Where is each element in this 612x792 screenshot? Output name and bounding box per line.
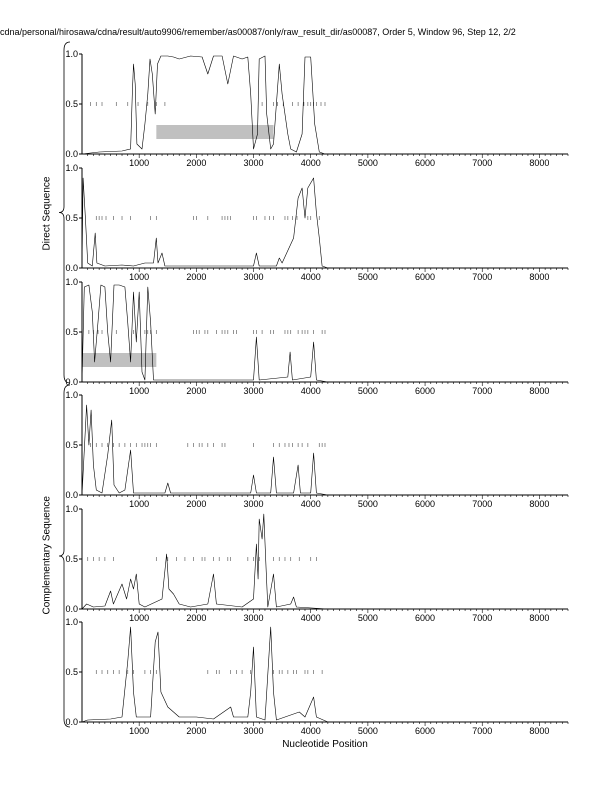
panel-5-y-tick-label: 0.5 xyxy=(65,554,78,564)
panel-5-x-tick-label: 2000 xyxy=(186,613,206,623)
panel-5-x-tick-label: 7000 xyxy=(472,613,492,623)
panel-2-x-tick-label: 1000 xyxy=(129,272,149,282)
panel-4-x-tick-label: 8000 xyxy=(529,499,549,509)
panel-3-x-tick-label: 2000 xyxy=(186,386,206,396)
panel-5-series-line xyxy=(81,513,328,610)
panel-3-x-tick-label: 8000 xyxy=(529,386,549,396)
panel-2-x-tick-label: 3000 xyxy=(244,272,264,282)
panel-3-x-tick-label: 3000 xyxy=(244,386,264,396)
panel-2-series-line xyxy=(81,177,328,269)
panel-6-x-tick-label: 1000 xyxy=(129,726,149,736)
panel-1-x-tick-label: 7000 xyxy=(472,158,492,168)
panel-1-x-tick-label: 6000 xyxy=(415,158,435,168)
panel-6-x-tick-label: 8000 xyxy=(529,726,549,736)
panel-6-x-tick-label: 2000 xyxy=(186,726,206,736)
panel-3-x-tick-label: 5000 xyxy=(358,386,378,396)
panel-6-series-line xyxy=(81,626,329,723)
panel-4-y-tick-label: 0.0 xyxy=(65,490,78,500)
panel-3-series-line xyxy=(81,284,328,383)
panel-4-y-tick-label: 1.0 xyxy=(65,390,78,400)
panel-2-x-tick-label: 4000 xyxy=(301,272,321,282)
panel-4-x-tick-label: 7000 xyxy=(472,499,492,509)
panel-2-x-tick-label: 5000 xyxy=(358,272,378,282)
panel-5-y-tick-label: 1.0 xyxy=(65,504,78,514)
panel-2-x-tick-label: 7000 xyxy=(472,272,492,282)
panel-3-x-tick-label: 7000 xyxy=(472,386,492,396)
panel-5-x-tick-label: 3000 xyxy=(244,613,264,623)
panel-1-y-tick-label: 1.0 xyxy=(65,49,78,59)
direct-sequence-label: Direct Sequence xyxy=(41,176,53,251)
panel-4-x-tick-label: 4000 xyxy=(301,499,321,509)
panel-4-y-tick-label: 0.5 xyxy=(65,440,78,450)
panel-6-x-tick-label: 4000 xyxy=(301,726,321,736)
panel-4-x-tick-label: 2000 xyxy=(186,499,206,509)
panel-3-region-box xyxy=(82,353,157,367)
panel-3-y-tick-label: 0.0 xyxy=(65,377,78,387)
panel-2-x-tick-label: 2000 xyxy=(186,272,206,282)
panel-1-x-tick-label: 5000 xyxy=(358,158,378,168)
panel-2-y-tick-label: 1.0 xyxy=(65,163,78,173)
panel-4-series-line xyxy=(81,404,328,496)
panel-6-y-tick-label: 0.5 xyxy=(65,667,78,677)
x-axis-label: Nucleotide Position xyxy=(282,739,368,750)
page-title: cdna/personal/hirosawa/cdna/result/auto9… xyxy=(0,27,516,37)
panel-3-x-tick-label: 1000 xyxy=(129,386,149,396)
panel-1-y-tick-label: 0.5 xyxy=(65,99,78,109)
panel-4-x-tick-label: 1000 xyxy=(129,499,149,509)
complementary-sequence-label: Complementary Sequence xyxy=(41,496,53,615)
complementary-sequence-brace xyxy=(58,384,71,728)
panel-1-region-box xyxy=(156,125,274,139)
panel-2-x-tick-label: 6000 xyxy=(415,272,435,282)
direct-sequence-brace xyxy=(58,41,71,384)
panel-1-y-tick-label: 0.0 xyxy=(65,149,78,159)
panel-1-x-tick-label: 8000 xyxy=(529,158,549,168)
panel-2-y-tick-label: 0.5 xyxy=(65,213,78,223)
panel-5-x-tick-label: 4000 xyxy=(301,613,321,623)
panel-5-y-tick-label: 0.0 xyxy=(65,604,78,614)
panel-1-x-tick-label: 3000 xyxy=(244,158,264,168)
panel-1-x-tick-label: 2000 xyxy=(186,158,206,168)
panel-3-y-tick-label: 1.0 xyxy=(65,277,78,287)
panel-2-x-tick-label: 8000 xyxy=(529,272,549,282)
panel-3-x-tick-label: 6000 xyxy=(415,386,435,396)
panel-1-x-tick-label: 1000 xyxy=(129,158,149,168)
panel-6-x-tick-label: 7000 xyxy=(472,726,492,736)
panel-4-x-tick-label: 5000 xyxy=(358,499,378,509)
panel-4-x-tick-label: 6000 xyxy=(415,499,435,509)
panel-5-x-tick-label: 8000 xyxy=(529,613,549,623)
panel-3-y-tick-label: 0.5 xyxy=(65,327,78,337)
panel-2-y-tick-label: 0.0 xyxy=(65,263,78,273)
panel-5-x-tick-label: 5000 xyxy=(358,613,378,623)
panel-6-y-tick-label: 1.0 xyxy=(65,617,78,627)
panel-5-x-tick-label: 6000 xyxy=(415,613,435,623)
panel-6-y-tick-label: 0.0 xyxy=(65,717,78,727)
panel-6-x-tick-label: 6000 xyxy=(415,726,435,736)
panel-1-series-line xyxy=(81,55,326,155)
panel-5-x-tick-label: 1000 xyxy=(129,613,149,623)
panel-3-x-tick-label: 4000 xyxy=(301,386,321,396)
panel-4-x-tick-label: 3000 xyxy=(244,499,264,509)
panel-1-x-tick-label: 4000 xyxy=(301,158,321,168)
panel-6-x-tick-label: 3000 xyxy=(244,726,264,736)
panel-6-x-tick-label: 5000 xyxy=(358,726,378,736)
